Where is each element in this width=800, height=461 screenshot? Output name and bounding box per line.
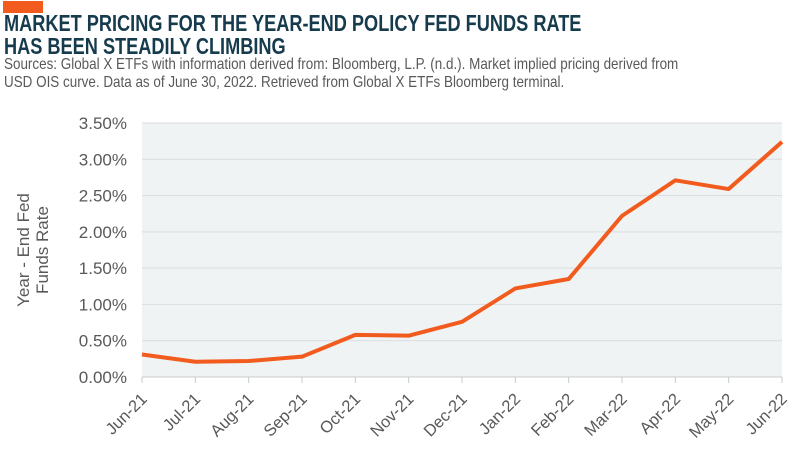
- x-tick-label: Apr-22: [636, 390, 684, 438]
- x-tick-label: Feb-22: [528, 390, 578, 440]
- x-tick-label: Aug-21: [207, 390, 257, 440]
- x-tick-label: Oct-21: [316, 390, 364, 438]
- y-tick-label: 2.50%: [79, 187, 127, 206]
- fed-funds-rate-line: [141, 140, 784, 364]
- y-tick-label: 0.50%: [79, 332, 127, 351]
- plot-area-background: [142, 123, 782, 377]
- source-note-line2: USD OIS curve. Data as of June 30, 2022.…: [4, 74, 565, 91]
- x-tick-label: Dec-21: [420, 390, 470, 440]
- y-tick-label: 0.00%: [79, 368, 127, 387]
- x-tick-label: Jan-22: [476, 390, 524, 438]
- page-title-line2: HAS BEEN STEADILY CLIMBING: [4, 33, 286, 59]
- y-tick-label: 1.50%: [79, 259, 127, 278]
- y-axis-title-line1: Year - End Fed: [14, 193, 33, 307]
- x-tick-label: Jun-21: [102, 390, 150, 438]
- brand-accent-mark: [3, 1, 43, 13]
- x-tick-label: Jul-21: [160, 390, 205, 435]
- y-tick-label: 3.50%: [79, 114, 127, 133]
- x-tick-label: May-22: [686, 390, 738, 442]
- y-tick-label: 1.00%: [79, 295, 127, 314]
- x-tick-label: Nov-21: [367, 390, 417, 440]
- x-tick-label: Jun-22: [742, 390, 790, 438]
- x-tick-label: Mar-22: [581, 390, 631, 440]
- page-title: MARKET PRICING FOR THE YEAR-END POLICY F…: [4, 12, 581, 58]
- y-tick-label: 2.00%: [79, 223, 127, 242]
- y-tick-label: 3.00%: [79, 150, 127, 169]
- y-axis-title-line2: Funds Rate: [33, 206, 52, 294]
- x-tick-label: Sep-21: [260, 390, 310, 440]
- source-note-line1: Sources: Global X ETFs with information …: [4, 56, 679, 73]
- page-title-line1: MARKET PRICING FOR THE YEAR-END POLICY F…: [4, 10, 582, 36]
- source-note: Sources: Global X ETFs with information …: [4, 56, 678, 92]
